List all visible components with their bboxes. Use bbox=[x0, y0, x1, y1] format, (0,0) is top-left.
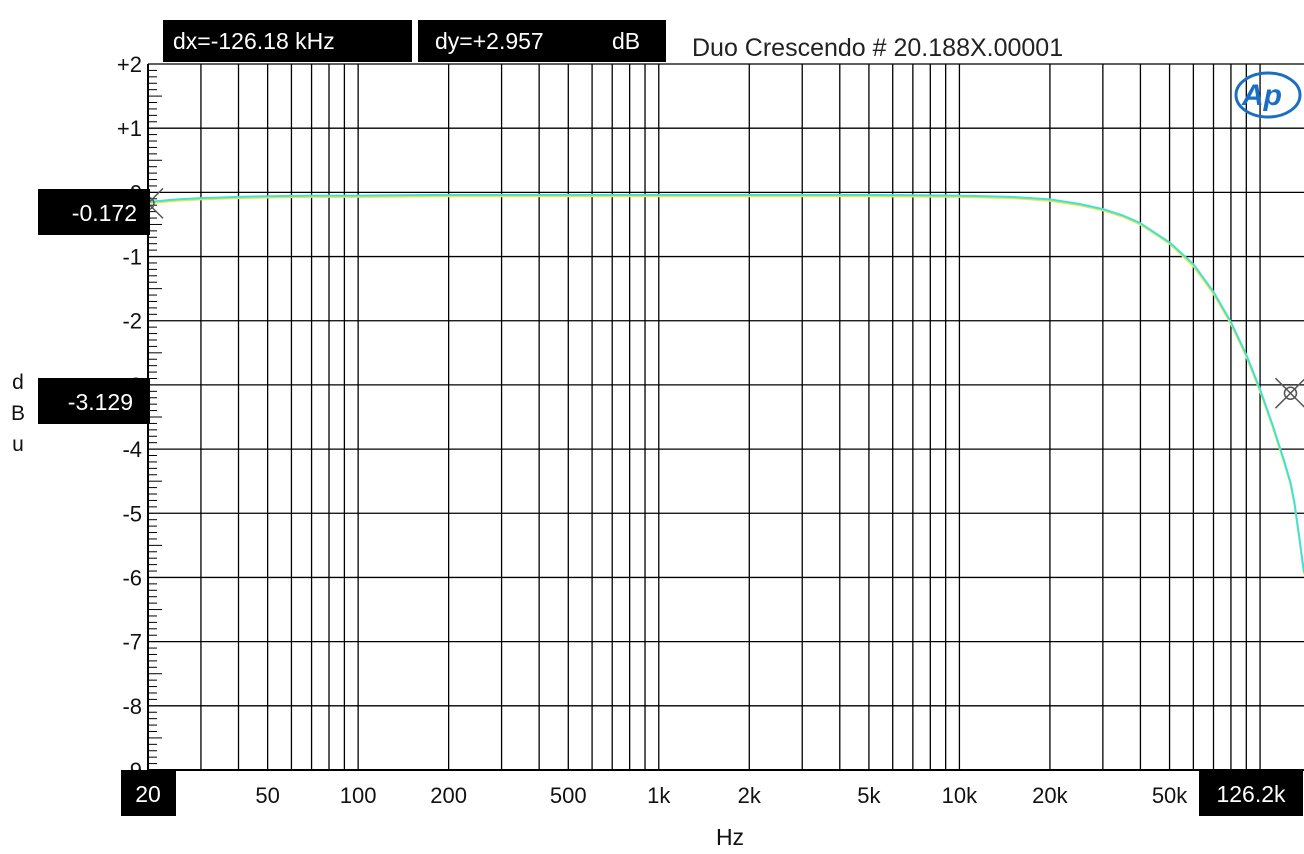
cursor2-x-readout-box bbox=[1199, 770, 1303, 816]
ap-logo: Ap bbox=[1234, 71, 1302, 119]
y-axis-label-char: B bbox=[11, 402, 25, 425]
series-layer bbox=[148, 193, 1304, 575]
cursor2-x-readout: 126.2k bbox=[1216, 781, 1286, 807]
text-layer: Duo Crescendo # 20.188X.00001 d B u Hz bbox=[11, 34, 1063, 850]
x-tick-label: 50k bbox=[1152, 783, 1188, 808]
chart-title: Duo Crescendo # 20.188X.00001 bbox=[692, 34, 1063, 62]
axes-layer: +2+10-1-2-3-4-5-6-7-8-9501002005001k2k5k… bbox=[117, 52, 1304, 808]
cursor2-y-readout: -3.129 bbox=[68, 389, 133, 415]
cursor2-y-readout-box bbox=[38, 378, 150, 424]
x-axis-label: Hz bbox=[716, 824, 744, 849]
y-tick-label: -1 bbox=[122, 245, 142, 270]
series-line-2 bbox=[148, 193, 1304, 573]
dx-readout: dx=-126.18 kHz bbox=[173, 28, 335, 54]
x-tick-label: 1k bbox=[647, 783, 671, 808]
x-tick-label: 5k bbox=[857, 783, 881, 808]
dy-readout-box bbox=[418, 20, 666, 62]
dy-readout: dy=+2.957 bbox=[435, 28, 544, 54]
x-tick-label: 10k bbox=[942, 783, 978, 808]
y-tick-label: -5 bbox=[122, 501, 142, 526]
cursor-circle bbox=[1283, 386, 1298, 400]
cursor-cross-line bbox=[1274, 378, 1304, 409]
cursor1-x-readout-box bbox=[121, 770, 176, 816]
x-tick-label: 200 bbox=[430, 783, 467, 808]
dy-readout-unit: dB bbox=[612, 28, 640, 54]
x-tick-label: 2k bbox=[738, 783, 762, 808]
x-tick-label: 500 bbox=[550, 783, 587, 808]
y-tick-label: -7 bbox=[122, 630, 142, 655]
readouts-layer: dx=-126.18 kHz dy=+2.957 dB -0.172 -3.12… bbox=[38, 20, 1303, 816]
x-tick-label: 50 bbox=[255, 783, 279, 808]
cursor1-x-readout: 20 bbox=[135, 781, 161, 807]
y-tick-label: -2 bbox=[122, 309, 142, 334]
cursor1-y-readout-box bbox=[38, 189, 150, 235]
y-axis-label-char: u bbox=[12, 433, 24, 456]
dx-readout-box bbox=[163, 20, 412, 62]
cursors-layer bbox=[132, 187, 1304, 409]
y-tick-label: +1 bbox=[117, 116, 142, 141]
y-axis-label-char: d bbox=[12, 371, 24, 394]
y-tick-label: -4 bbox=[122, 437, 142, 462]
ap-logo-text: Ap bbox=[1241, 79, 1282, 112]
ap-logo-swoosh bbox=[1234, 71, 1302, 119]
grid-layer bbox=[147, 63, 1304, 771]
y-tick-label: -6 bbox=[122, 565, 142, 590]
y-tick-label: -8 bbox=[122, 694, 142, 719]
cursor-marker-2 bbox=[1274, 377, 1304, 409]
minor-ticks-layer bbox=[148, 69, 162, 765]
x-tick-label: 100 bbox=[340, 783, 377, 808]
x-tick-label: 20k bbox=[1032, 783, 1068, 808]
y-tick-label: +2 bbox=[117, 52, 142, 77]
y-axis-label: d B u bbox=[11, 371, 25, 456]
cursor1-y-readout: -0.172 bbox=[72, 200, 137, 226]
